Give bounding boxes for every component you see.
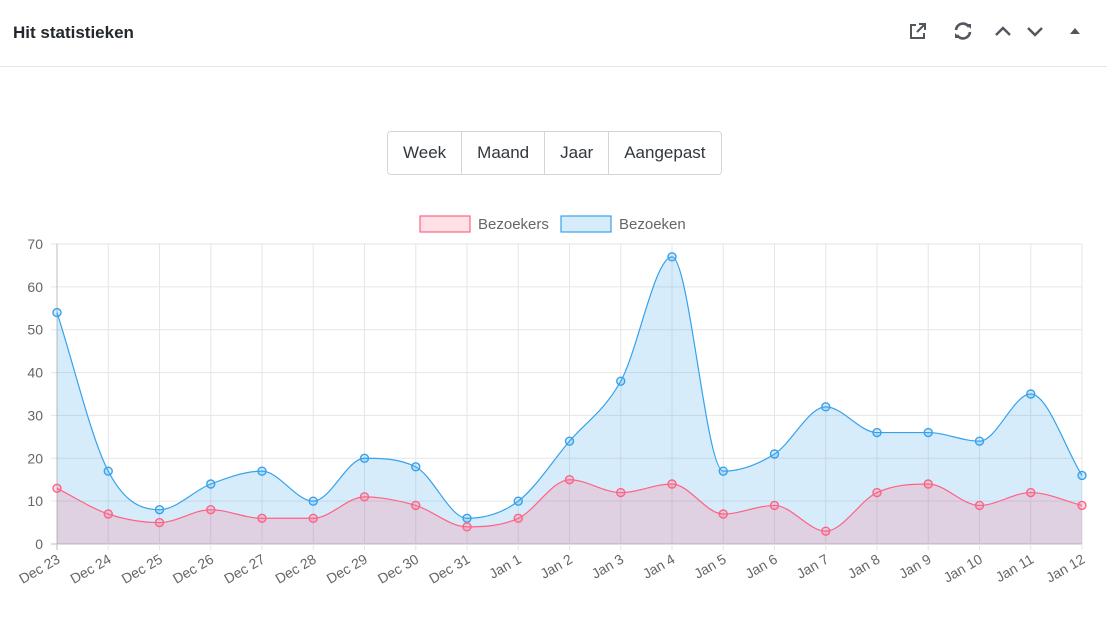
bezoekers-point[interactable] xyxy=(359,492,370,502)
bezoeken-point[interactable] xyxy=(103,466,113,476)
bezoeken-point[interactable] xyxy=(1026,389,1036,399)
widget-header: Hit statistieken xyxy=(0,0,1107,67)
bezoekers-point[interactable] xyxy=(411,500,421,511)
hit-statistics-chart: Bezoekers Bezoeken 0 10 20 30 40 50 60 70 Dec 23… xyxy=(16,215,1088,587)
chevron-up-icon[interactable] xyxy=(991,19,1015,43)
bezoeken-line xyxy=(56,256,1083,519)
x-tick-label: Jan 6 xyxy=(742,551,780,582)
bezoeken-point[interactable] xyxy=(359,453,370,463)
range-month-button[interactable]: Maand xyxy=(462,132,546,174)
y-tick-label: 40 xyxy=(27,365,43,381)
bezoekers-point[interactable] xyxy=(718,509,728,519)
x-tick-label: Dec 30 xyxy=(375,551,422,587)
x-tick-label: Jan 11 xyxy=(993,551,1037,585)
bezoekers-legend-label: Bezoekers xyxy=(478,216,549,233)
x-tick-label: Jan 3 xyxy=(589,551,627,582)
bezoeken-point[interactable] xyxy=(872,427,882,438)
range-year-button[interactable]: Jaar xyxy=(545,132,610,174)
x-tick-label: Jan 1 xyxy=(486,551,524,582)
y-tick-label: 50 xyxy=(27,322,43,338)
bezoekers-point[interactable] xyxy=(206,505,216,515)
bezoekers-legend-swatch xyxy=(419,215,471,233)
bezoekers-point[interactable] xyxy=(52,483,62,493)
range-week-button[interactable]: Week xyxy=(388,132,463,174)
x-tick-label: Dec 26 xyxy=(170,551,217,587)
date-range-selector: Week Maand Jaar Aangepast xyxy=(387,131,722,175)
y-tick-label: 70 xyxy=(27,236,43,252)
bezoeken-point[interactable] xyxy=(1077,470,1087,481)
bezoeken-point[interactable] xyxy=(513,496,523,506)
bezoeken-point[interactable] xyxy=(462,513,472,523)
y-axis: 0 10 20 30 40 50 60 70 xyxy=(27,236,43,552)
collapse-triangle-icon[interactable] xyxy=(1063,19,1087,43)
bezoeken-point[interactable] xyxy=(564,436,575,446)
bezoekers-point[interactable] xyxy=(513,513,523,523)
y-tick-label: 10 xyxy=(27,493,43,509)
chart-areas xyxy=(56,256,1083,544)
x-tick-label: Dec 31 xyxy=(426,551,473,587)
x-tick-label: Jan 2 xyxy=(537,551,575,582)
bezoekers-point[interactable] xyxy=(821,526,831,536)
bezoeken-point[interactable] xyxy=(974,436,985,446)
bezoeken-point[interactable] xyxy=(308,496,318,506)
bezoeken-point[interactable] xyxy=(718,466,728,476)
x-tick-label: Dec 29 xyxy=(324,551,371,587)
bezoekers-point[interactable] xyxy=(103,509,113,519)
bezoekers-point[interactable] xyxy=(564,475,575,485)
range-custom-button[interactable]: Aangepast xyxy=(609,132,721,174)
bezoeken-point[interactable] xyxy=(154,505,165,515)
bezoeken-area xyxy=(57,256,1082,544)
bezoeken-point[interactable] xyxy=(411,462,421,472)
bezoeken-point[interactable] xyxy=(769,449,780,459)
y-tick-label: 20 xyxy=(27,450,43,466)
widget-title: Hit statistieken xyxy=(13,23,134,42)
bezoekers-point[interactable] xyxy=(462,522,472,532)
x-tick-label: Jan 9 xyxy=(896,551,934,582)
y-tick-label: 0 xyxy=(35,536,43,552)
bezoeken-legend-swatch xyxy=(560,215,612,233)
x-tick-label: Dec 27 xyxy=(221,551,268,587)
y-tick-label: 60 xyxy=(27,279,43,295)
external-link-icon[interactable] xyxy=(906,19,930,43)
x-tick-label: Dec 25 xyxy=(119,551,166,587)
bezoekers-point[interactable] xyxy=(308,513,318,523)
chart-grid xyxy=(51,243,1083,550)
bezoeken-point[interactable] xyxy=(923,427,933,438)
bezoeken-point[interactable] xyxy=(52,307,62,318)
x-tick-label: Dec 24 xyxy=(67,551,114,587)
chevron-down-icon[interactable] xyxy=(1023,19,1047,43)
bezoeken-point[interactable] xyxy=(257,466,267,476)
bezoekers-area xyxy=(57,479,1082,544)
x-tick-label: Jan 4 xyxy=(640,551,678,582)
bezoeken-point[interactable] xyxy=(821,402,831,412)
bezoekers-point[interactable] xyxy=(769,500,780,511)
bezoeken-point[interactable] xyxy=(206,479,216,489)
bezoekers-line xyxy=(56,479,1083,532)
x-tick-label: Jan 10 xyxy=(941,551,986,586)
bezoekers-point[interactable] xyxy=(257,513,267,523)
x-tick-label: Jan 12 xyxy=(1043,551,1088,586)
bezoekers-point[interactable] xyxy=(974,500,985,511)
bezoekers-point[interactable] xyxy=(1077,500,1087,511)
x-tick-label: Jan 5 xyxy=(691,551,729,582)
bezoeken-point[interactable] xyxy=(667,252,677,262)
y-tick-label: 30 xyxy=(27,407,43,423)
bezoekers-point[interactable] xyxy=(1026,487,1036,498)
bezoekers-point[interactable] xyxy=(923,479,933,489)
bezoekers-point[interactable] xyxy=(154,517,165,528)
chart-legend: Bezoekers Bezoeken xyxy=(419,215,686,233)
bezoekers-point[interactable] xyxy=(616,487,626,498)
chart-points xyxy=(52,252,1087,536)
bezoeken-point[interactable] xyxy=(616,376,626,386)
x-tick-label: Dec 23 xyxy=(16,551,63,587)
bezoekers-point[interactable] xyxy=(667,479,677,489)
bezoeken-legend-label: Bezoeken xyxy=(619,216,686,233)
bezoekers-point[interactable] xyxy=(872,487,882,498)
x-tick-label: Jan 7 xyxy=(794,551,832,582)
x-tick-label: Jan 8 xyxy=(845,551,883,582)
x-axis: Dec 23 Dec 24 Dec 25 Dec 26 Dec 27 Dec 28 Dec … xyxy=(16,551,1088,587)
x-tick-label: Dec 28 xyxy=(272,551,319,587)
refresh-icon[interactable] xyxy=(951,19,975,43)
